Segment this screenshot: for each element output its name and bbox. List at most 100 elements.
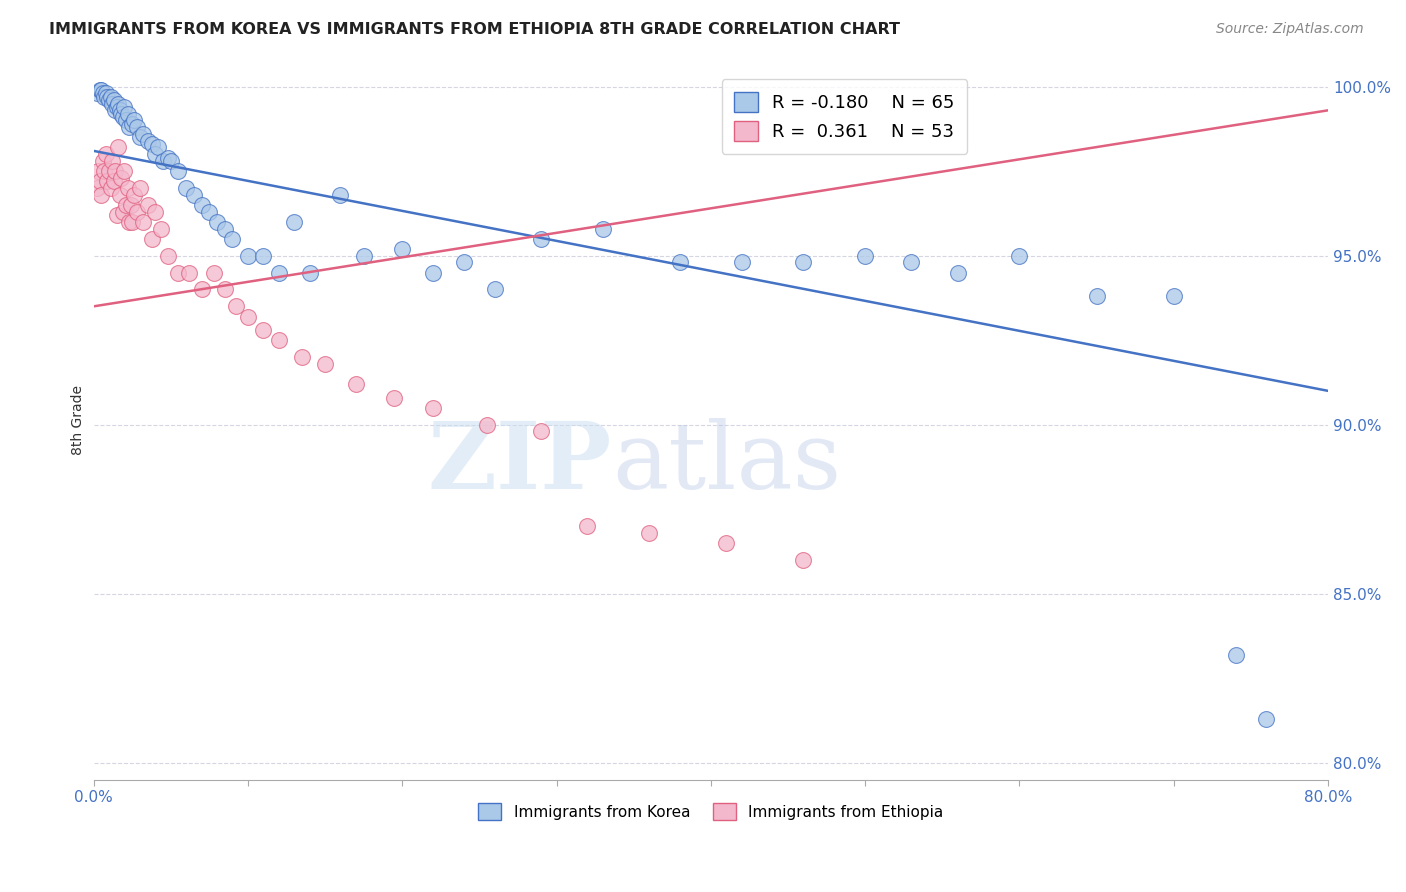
Point [329, 187, 352, 202]
Point [716, 536, 738, 550]
Point [101, 96, 124, 111]
Point [111, 110, 134, 124]
Point [453, 255, 475, 269]
Point [136, 198, 159, 212]
Point [89, 174, 111, 188]
Point [391, 242, 413, 256]
Point [110, 106, 132, 120]
Point [105, 100, 128, 114]
Point [267, 266, 290, 280]
Point [484, 283, 506, 297]
Point [190, 198, 212, 212]
Point [214, 221, 236, 235]
Point [96, 174, 118, 188]
Point [128, 130, 150, 145]
Point [93, 164, 115, 178]
Point [117, 181, 139, 195]
Point [853, 249, 876, 263]
Point [86, 87, 108, 101]
Point [107, 140, 129, 154]
Point [94, 147, 117, 161]
Point [86, 181, 108, 195]
Point [89, 83, 111, 97]
Point [91, 87, 114, 101]
Point [90, 83, 112, 97]
Point [252, 323, 274, 337]
Point [179, 266, 201, 280]
Point [159, 154, 181, 169]
Point [152, 154, 174, 169]
Point [115, 198, 138, 212]
Point [103, 174, 125, 188]
Point [100, 90, 122, 104]
Point [118, 215, 141, 229]
Point [183, 187, 205, 202]
Point [167, 164, 190, 178]
Point [174, 181, 197, 195]
Point [100, 181, 122, 195]
Point [344, 377, 367, 392]
Point [90, 187, 112, 202]
Point [96, 90, 118, 104]
Point [384, 391, 406, 405]
Point [118, 120, 141, 135]
Point [121, 215, 143, 229]
Point [669, 255, 692, 269]
Point [205, 215, 228, 229]
Point [101, 154, 124, 169]
Point [167, 266, 190, 280]
Point [122, 113, 145, 128]
Point [422, 401, 444, 415]
Point [108, 103, 131, 118]
Point [103, 93, 125, 107]
Point [792, 553, 814, 567]
Point [141, 137, 163, 152]
Point [1163, 289, 1185, 303]
Point [128, 181, 150, 195]
Text: ZIP: ZIP [427, 417, 612, 508]
Point [114, 164, 136, 178]
Point [252, 249, 274, 263]
Point [638, 525, 661, 540]
Point [1085, 289, 1108, 303]
Point [221, 232, 243, 246]
Point [576, 519, 599, 533]
Point [225, 299, 247, 313]
Point [136, 134, 159, 148]
Point [132, 127, 155, 141]
Point [125, 120, 148, 135]
Point [104, 164, 127, 178]
Point [731, 255, 754, 269]
Point [107, 96, 129, 111]
Point [87, 164, 110, 178]
Point [530, 232, 553, 246]
Point [122, 187, 145, 202]
Point [156, 151, 179, 165]
Point [148, 140, 170, 154]
Y-axis label: 8th Grade: 8th Grade [72, 384, 86, 455]
Point [283, 215, 305, 229]
Point [117, 106, 139, 120]
Point [141, 232, 163, 246]
Point [150, 221, 173, 235]
Point [91, 154, 114, 169]
Point [198, 204, 221, 219]
Point [214, 283, 236, 297]
Point [98, 164, 121, 178]
Text: IMMIGRANTS FROM KOREA VS IMMIGRANTS FROM ETHIOPIA 8TH GRADE CORRELATION CHART: IMMIGRANTS FROM KOREA VS IMMIGRANTS FROM… [49, 22, 900, 37]
Point [946, 266, 969, 280]
Point [314, 357, 336, 371]
Point [98, 93, 121, 107]
Point [1008, 249, 1031, 263]
Point [105, 208, 128, 222]
Text: atlas: atlas [612, 417, 841, 508]
Point [236, 310, 259, 324]
Point [115, 113, 138, 128]
Point [1256, 712, 1278, 726]
Point [94, 87, 117, 101]
Point [111, 204, 134, 219]
Point [298, 266, 321, 280]
Point [267, 333, 290, 347]
Point [143, 204, 166, 219]
Point [156, 249, 179, 263]
